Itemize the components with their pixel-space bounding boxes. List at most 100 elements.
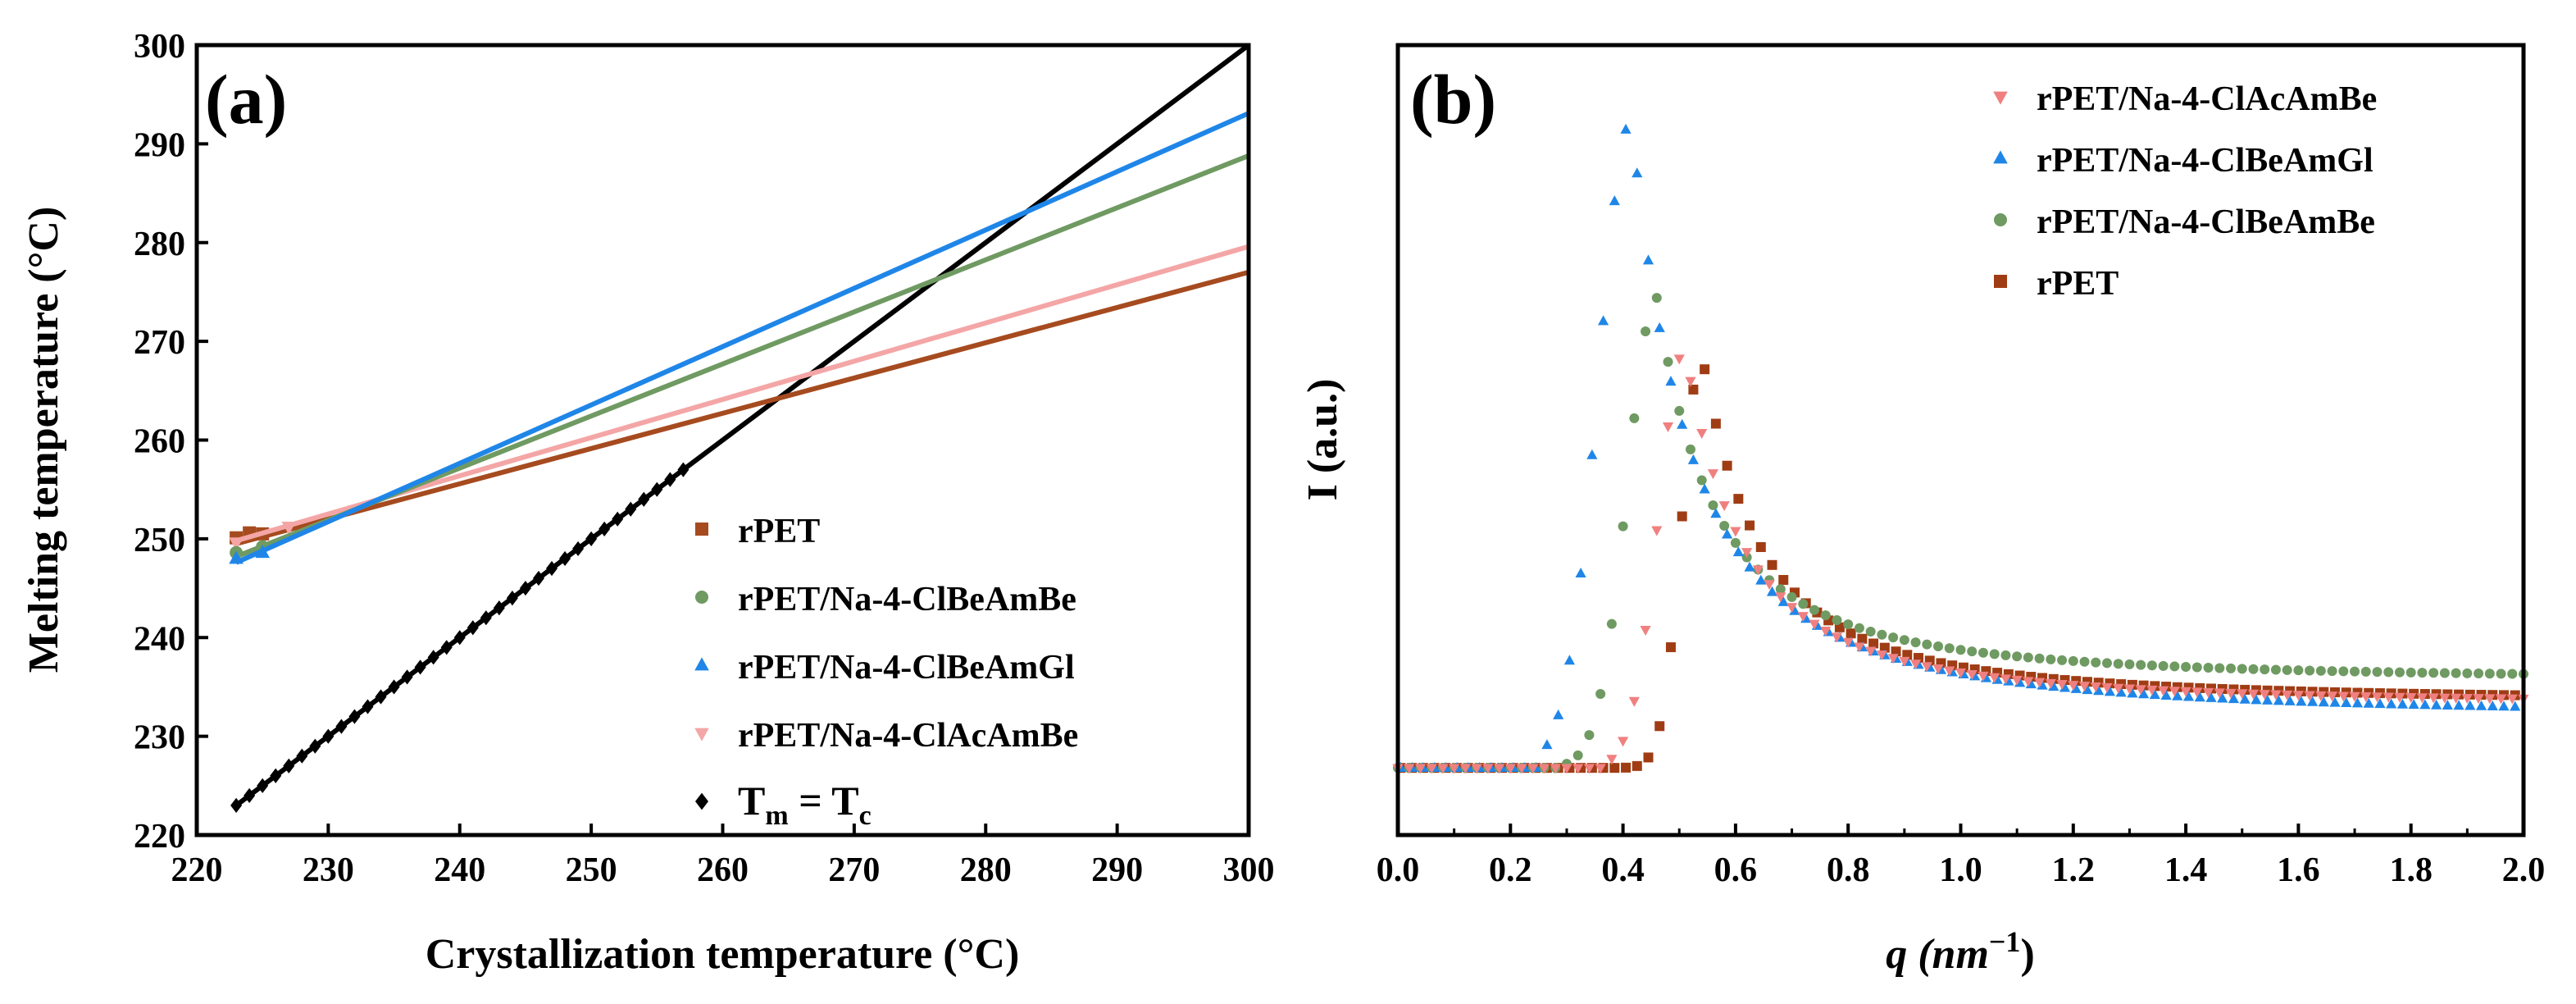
data-point — [283, 758, 295, 774]
data-point — [1732, 546, 1744, 557]
data-point — [1553, 709, 1564, 719]
panel-b-x-title-sup: −1 — [1989, 925, 2021, 958]
data-point — [2228, 693, 2240, 704]
data-point — [309, 738, 321, 754]
data-point — [1563, 655, 1575, 665]
data-point — [1820, 627, 1832, 637]
data-point — [1777, 596, 1789, 606]
data-point — [2349, 691, 2360, 702]
data-point — [2115, 687, 2127, 697]
x-tick-label: 280 — [960, 851, 1012, 889]
data-point — [2495, 694, 2507, 705]
data-point — [2205, 691, 2217, 702]
data-point — [1493, 764, 1505, 774]
y-tick-label: 270 — [134, 324, 185, 362]
data-point — [1527, 764, 1539, 774]
x-tick-label: 250 — [566, 851, 617, 889]
data-point — [1586, 449, 1598, 459]
data-point — [1609, 195, 1620, 206]
data-point — [559, 550, 571, 567]
data-point — [2091, 657, 2101, 668]
data-point — [2338, 666, 2349, 677]
data-point — [2093, 685, 2105, 696]
x-tick-label: 300 — [1223, 851, 1275, 889]
data-point — [2386, 698, 2397, 709]
data-point — [2000, 650, 2011, 660]
legend-label-part: T — [738, 778, 765, 824]
data-point — [1609, 763, 1620, 774]
data-point — [1482, 764, 1494, 774]
data-point — [1541, 739, 1553, 750]
data-point — [1868, 638, 1879, 649]
data-point — [2327, 666, 2337, 677]
data-point — [2034, 678, 2046, 688]
data-point — [1685, 376, 1696, 387]
data-point — [1798, 599, 1809, 609]
data-point — [1755, 574, 1767, 585]
data-point — [2158, 686, 2169, 696]
data-point — [1842, 637, 1854, 648]
data-point — [1989, 673, 2000, 683]
data-point — [585, 531, 598, 546]
data-point — [2191, 662, 2202, 673]
data-point — [2360, 666, 2371, 677]
data-point — [1809, 619, 1820, 630]
data-point — [2428, 668, 2439, 678]
data-point — [2293, 665, 2304, 676]
data-point — [1745, 520, 1755, 531]
data-point — [1618, 737, 1629, 747]
legend-marker — [695, 523, 708, 536]
data-point — [1733, 494, 1744, 504]
data-point — [1696, 475, 1707, 486]
data-point — [1766, 586, 1778, 596]
data-point — [2104, 686, 2116, 696]
x-tick-label: 220 — [171, 851, 223, 889]
data-point — [1651, 293, 1662, 303]
data-point — [2101, 682, 2113, 693]
data-point — [1978, 671, 1989, 682]
x-tick-label: 0.2 — [1489, 851, 1532, 889]
data-point — [1662, 422, 1674, 433]
data-point — [2326, 691, 2338, 702]
data-point — [2203, 662, 2214, 673]
data-point — [2507, 669, 2518, 679]
data-point — [1955, 645, 1966, 655]
data-point — [1922, 639, 1932, 650]
y-tick-label: 280 — [134, 226, 185, 263]
data-point — [414, 659, 426, 675]
panel-a-chart: 220 230 240 250 260 270 280 290 300 220 230 240 250 2… — [20, 28, 1275, 978]
data-point — [427, 650, 439, 665]
data-point — [1730, 527, 1741, 537]
data-point — [519, 580, 531, 596]
data-point — [2056, 680, 2068, 691]
data-point — [270, 768, 282, 783]
data-point — [1471, 764, 1482, 774]
data-point — [1597, 315, 1609, 326]
x-tick-label: 1.2 — [2052, 851, 2096, 889]
data-point — [2251, 694, 2262, 705]
legend-marker — [1994, 275, 2007, 288]
panel-a-label: (a) — [205, 60, 287, 139]
fit-line — [235, 269, 1249, 546]
data-point — [2405, 667, 2416, 678]
data-point — [1744, 561, 1755, 572]
x-tick-label: 230 — [303, 851, 354, 889]
y-tick-label: 260 — [134, 423, 185, 461]
data-point — [2101, 658, 2112, 669]
data-point — [2270, 690, 2282, 701]
x-tick-label: 1.8 — [2389, 851, 2433, 889]
x-tick-label: 1.6 — [2277, 851, 2320, 889]
data-point — [2248, 664, 2259, 674]
data-point — [2337, 691, 2349, 702]
data-point — [2282, 664, 2292, 675]
data-point — [230, 797, 243, 813]
data-point — [453, 630, 466, 646]
data-point — [2329, 696, 2341, 707]
data-point — [1854, 623, 1864, 633]
data-point — [1708, 500, 1718, 510]
data-point — [1654, 721, 1665, 732]
data-point — [1629, 413, 1640, 423]
data-point — [257, 778, 269, 793]
data-point — [2461, 693, 2473, 704]
